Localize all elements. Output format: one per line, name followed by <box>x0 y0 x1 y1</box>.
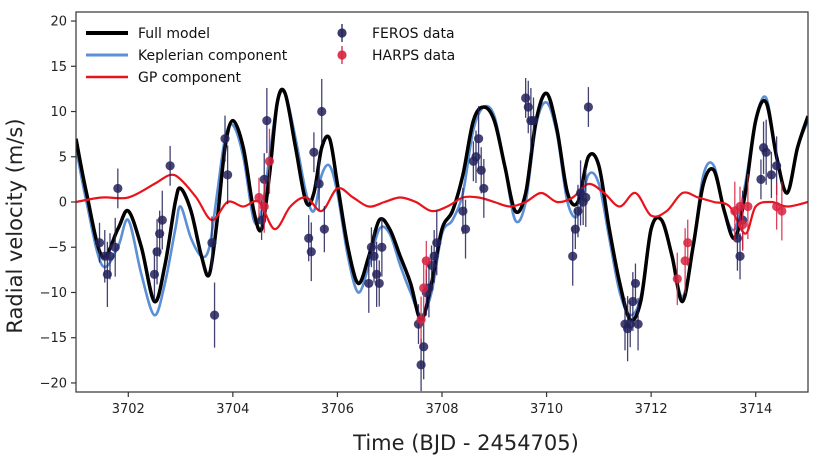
x-axis-label: Time (BJD - 2454705) <box>352 431 579 455</box>
feros-point <box>419 342 429 352</box>
feros-point <box>94 238 105 248</box>
feros-point <box>306 247 316 257</box>
harps-point <box>421 256 431 266</box>
feros-point <box>314 179 324 189</box>
x-tick-label: 3712 <box>635 402 668 417</box>
harps-point <box>254 192 264 203</box>
x-tick-label: 3704 <box>216 402 249 417</box>
x-tick-label: 3708 <box>425 402 458 417</box>
harps-point <box>259 201 269 212</box>
feros-point <box>209 310 220 320</box>
feros-point <box>528 115 539 126</box>
feros-point <box>157 215 167 225</box>
feros-point <box>377 242 387 252</box>
legend-harps-data-swatch <box>337 50 347 60</box>
x-tick-label: 3714 <box>739 402 772 417</box>
harps-point <box>777 206 787 216</box>
harps-point <box>738 220 748 230</box>
legend: Full model Keplerian component GP componen… <box>86 24 455 86</box>
gp-component-line <box>76 173 808 235</box>
harps-point <box>419 283 429 293</box>
feros-point <box>479 183 489 194</box>
y-tick-label: −10 <box>40 286 67 301</box>
harps-point <box>683 238 693 248</box>
feros-point <box>766 170 777 180</box>
y-tick-label: −5 <box>48 241 67 256</box>
feros-point <box>113 183 123 194</box>
feros-point <box>259 174 269 184</box>
y-tick-label: −20 <box>40 376 67 391</box>
feros-point <box>772 161 782 171</box>
feros-point <box>110 242 120 252</box>
y-tick-label: 20 <box>50 15 67 30</box>
feros-point <box>474 134 484 144</box>
legend-feros-data-swatch <box>337 28 347 38</box>
harps-point <box>672 274 682 284</box>
legend-gp-component-label: GP component <box>138 70 241 86</box>
feros-point <box>223 170 233 180</box>
feros-point <box>581 192 591 203</box>
feros-point <box>630 278 641 289</box>
y-tick-label: 0 <box>59 196 67 211</box>
y-axis-label: Radial velocity (m/s) <box>3 118 27 333</box>
plot-area <box>76 78 808 392</box>
feros-point <box>364 278 374 289</box>
feros-point <box>165 161 175 171</box>
y-tick-label: 5 <box>59 150 67 165</box>
y-tick-label: −15 <box>40 331 67 346</box>
feros-point <box>756 174 766 184</box>
feros-point <box>262 115 272 126</box>
feros-point <box>633 319 643 329</box>
harps-point <box>264 156 275 166</box>
legend-full-model-label: Full model <box>138 26 210 42</box>
feros-point <box>761 147 771 157</box>
legend-harps-data-label: HARPS data <box>372 48 455 64</box>
feros-point <box>220 134 230 144</box>
feros-point <box>568 251 578 261</box>
x-tick-label: 3706 <box>321 402 354 417</box>
x-tick-label: 3702 <box>112 402 145 417</box>
feros-point <box>309 147 319 157</box>
axes: 3702 3704 3706 3708 3710 3712 3714 −20 −15 −10 −5 0… <box>40 11 809 417</box>
x-tick-label: 3710 <box>530 402 563 417</box>
feros-point <box>583 102 594 112</box>
feros-point <box>207 238 217 248</box>
y-tick-label: 15 <box>50 60 67 75</box>
harps-point <box>743 201 753 212</box>
feros-point <box>460 224 471 234</box>
feros-point <box>735 251 745 261</box>
feros-point <box>319 224 329 234</box>
feros-point <box>374 278 384 289</box>
legend-feros-data-label: FEROS data <box>372 26 455 42</box>
full-model-line <box>76 87 808 323</box>
feros-point <box>317 106 327 117</box>
feros-point <box>432 238 442 248</box>
feros-point <box>105 251 115 261</box>
legend-keplerian-component-label: Keplerian component <box>138 48 288 64</box>
y-tick-label: 10 <box>50 105 67 120</box>
